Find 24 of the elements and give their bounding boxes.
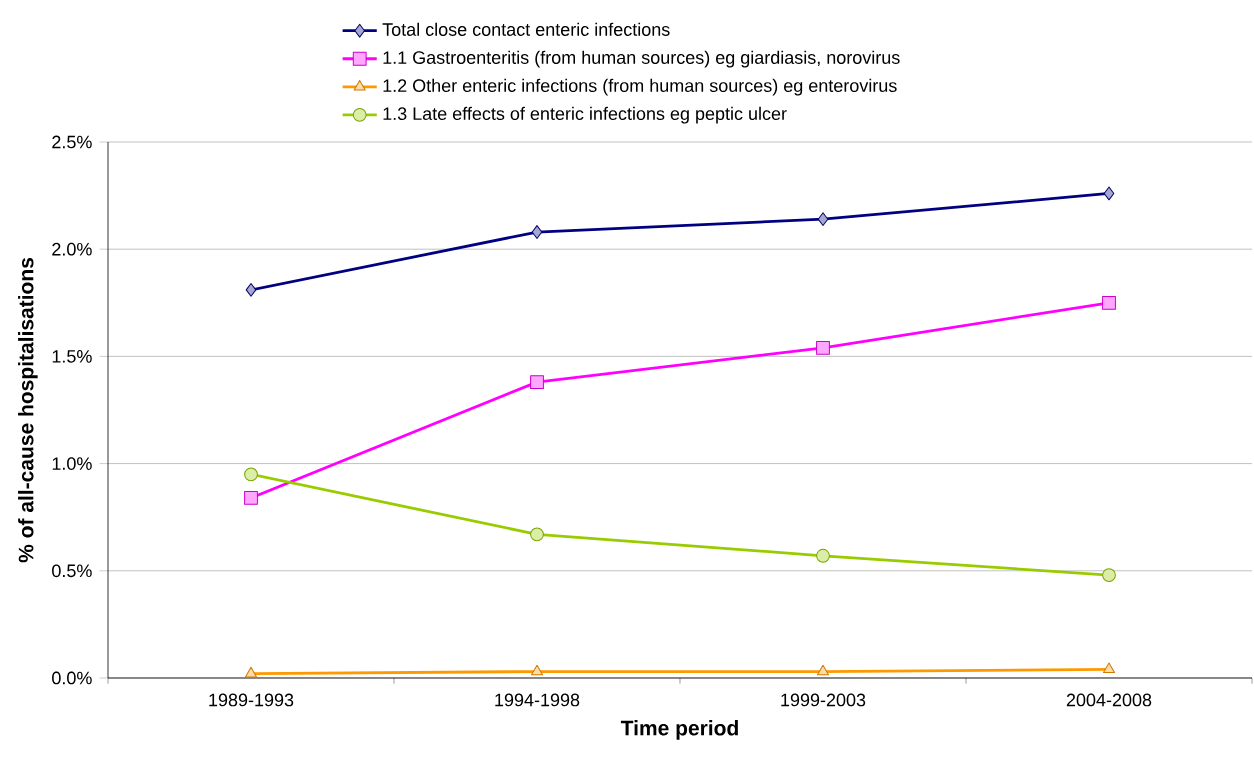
point	[244, 467, 258, 482]
legend-label: 1.1 Gastroenteritis (from human sources) eg giardiasis, norovirus	[383, 50, 900, 68]
y-tick-label: 0.0%	[52, 671, 92, 685]
point	[531, 225, 543, 239]
y-tick-label: 1.5%	[52, 350, 92, 363]
x-tick-label: 1999-2003	[781, 693, 866, 707]
point	[530, 527, 544, 542]
point	[245, 283, 257, 297]
y-tick-label: 1.0%	[52, 457, 92, 470]
x-tick-label: 1994-1998	[495, 693, 580, 707]
y-axis-title: % of all-cause hospitalisations	[18, 257, 38, 563]
y-tick-label: 2.0%	[52, 242, 92, 256]
legend-label: 1.2 Other enteric infections (from human sources) eg enterovirus	[383, 78, 897, 96]
point	[1102, 568, 1116, 582]
y-tick-label: 0.5%	[52, 564, 92, 578]
y-tick-label: 2.5%	[52, 135, 92, 149]
point	[817, 212, 829, 227]
legend-label: Total close contact enteric infections	[382, 22, 670, 36]
x-tick-label: 1989-1993	[209, 693, 294, 707]
x-tick-label: 2004-2008	[1066, 693, 1152, 707]
legend-label: 1.3 Late effects of enteric infections eg peptic ulcer	[383, 106, 787, 124]
point	[816, 548, 830, 563]
x-axis-title: Time period	[620, 720, 738, 740]
point	[1103, 186, 1115, 201]
